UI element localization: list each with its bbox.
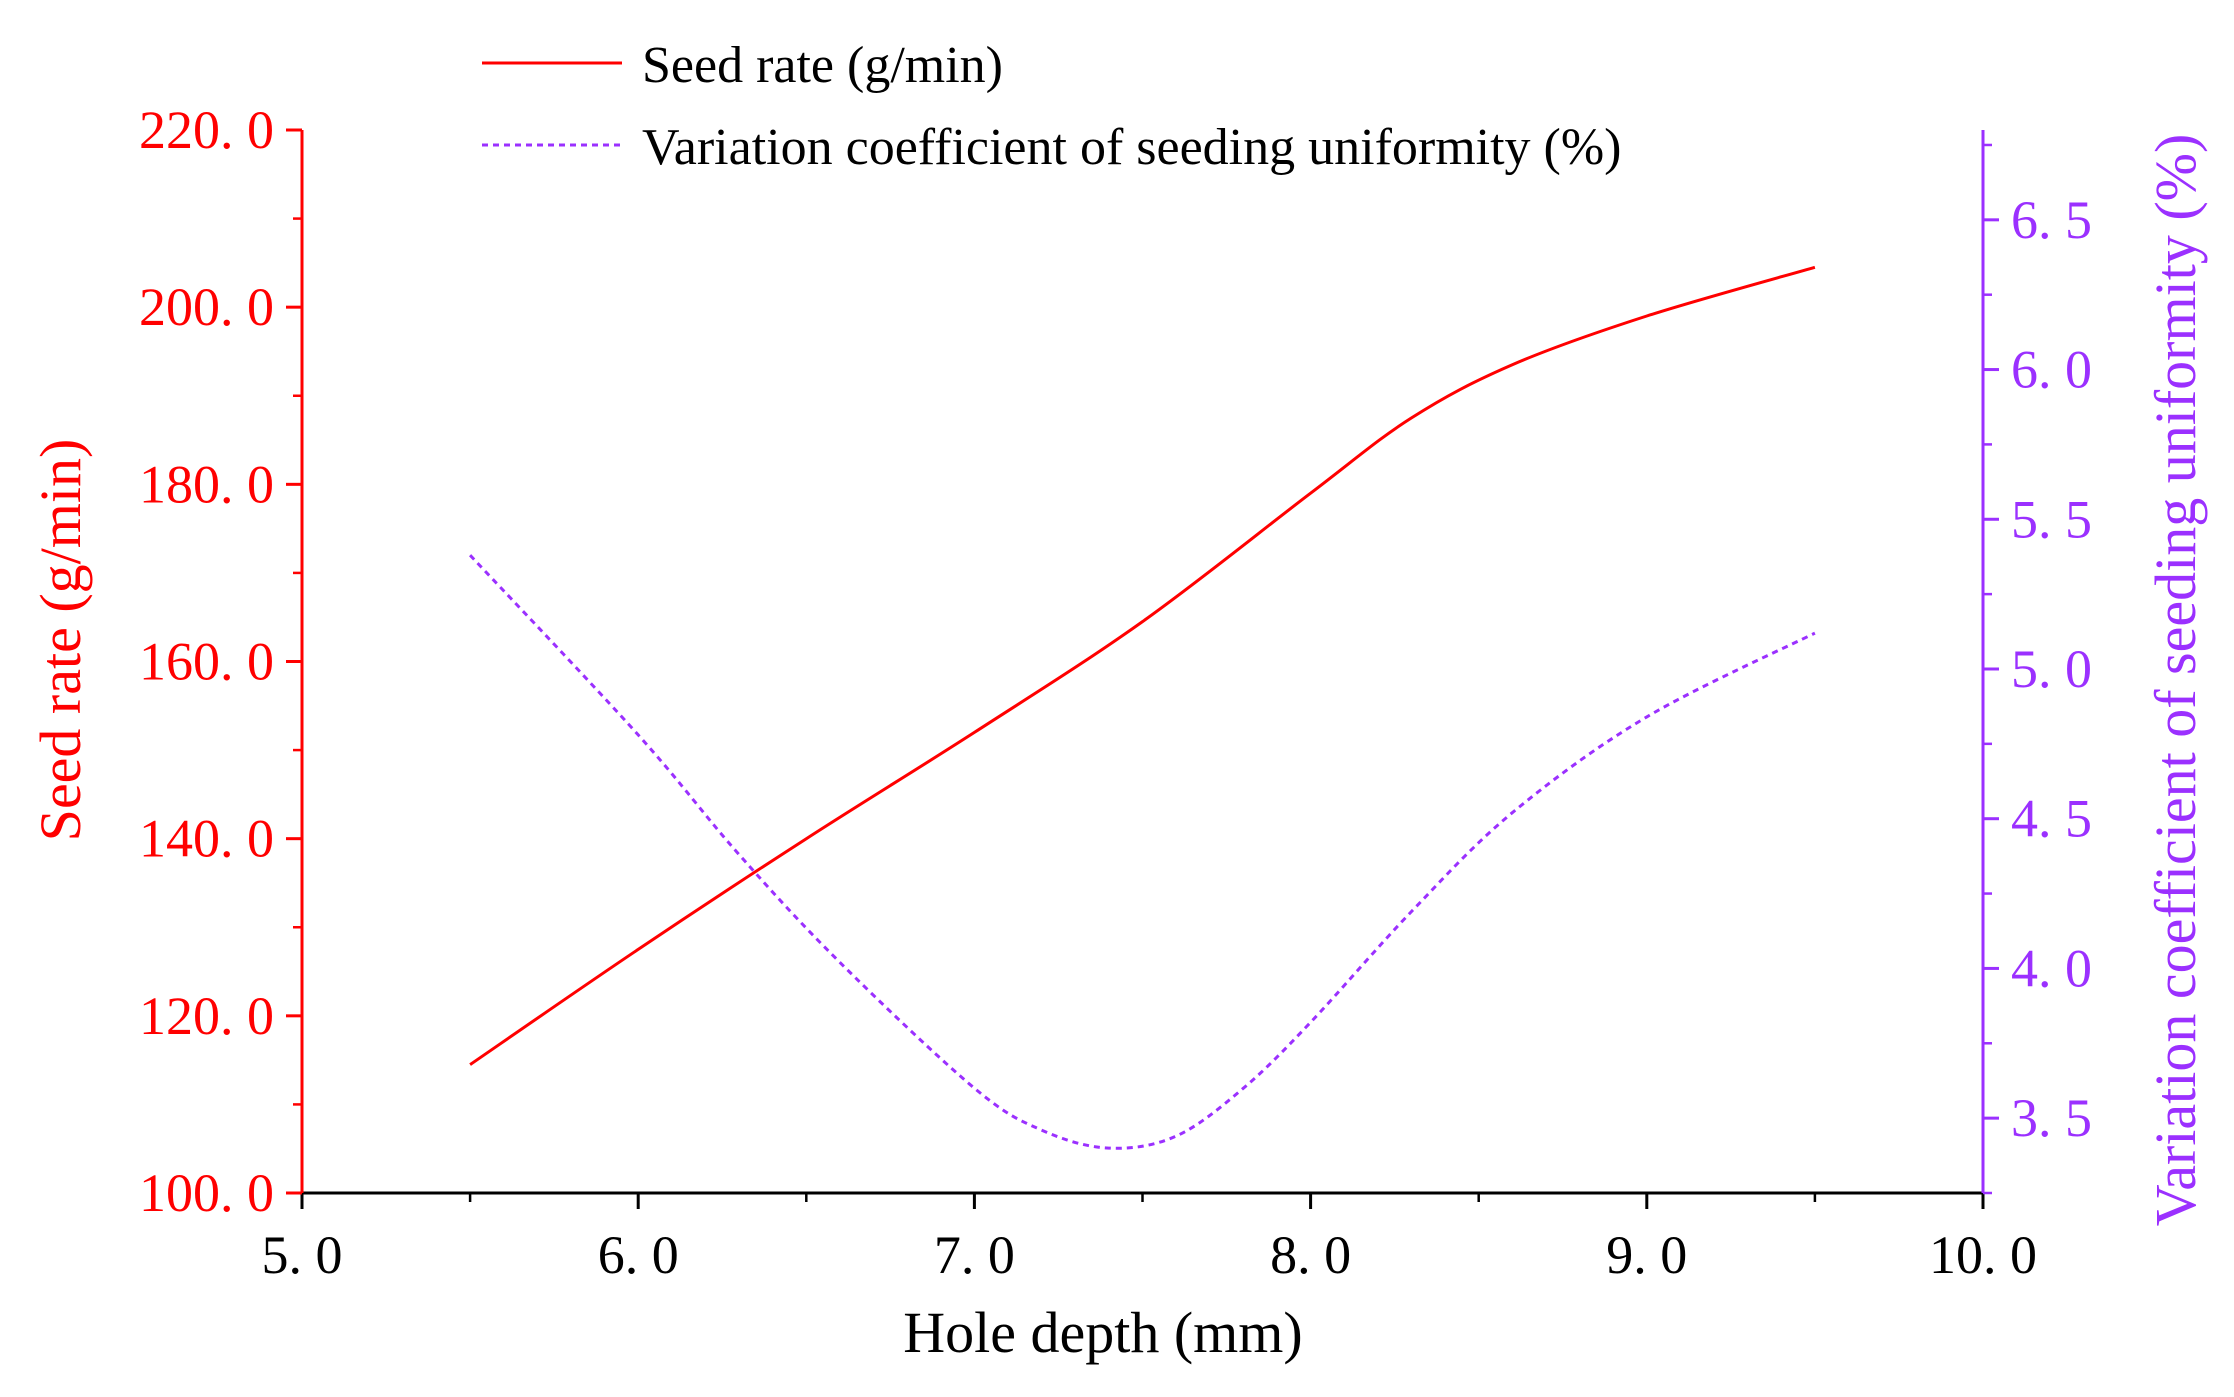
y2-tick-label: 5. 5 xyxy=(2011,489,2092,549)
tick-labels: 5. 0 6. 0 7. 0 8. 0 9. 0 10. 0 100. 0 120. 0 140… xyxy=(139,100,2092,1285)
y-tick-label: 160. 0 xyxy=(139,632,274,692)
series-line-variation-coefficient xyxy=(469,554,1816,1150)
y2-tick-label: 6. 0 xyxy=(2011,340,2092,400)
x-tick-label: 5. 0 xyxy=(262,1225,343,1285)
legend-label-variation: Variation coefficient of seeding uniform… xyxy=(642,119,1622,176)
legend-label-seed-rate: Seed rate (g/min) xyxy=(642,37,1003,94)
axes xyxy=(300,130,1985,1195)
x-tick-label: 10. 0 xyxy=(1929,1225,2037,1285)
y-tick-label: 220. 0 xyxy=(139,100,274,160)
y-tick-label: 200. 0 xyxy=(139,277,274,337)
y2-tick-label: 5. 0 xyxy=(2011,639,2092,699)
y-axis-title: Seed rate (g/min) xyxy=(28,439,93,842)
y-tick-label: 140. 0 xyxy=(139,809,274,869)
x-tick-label: 9. 0 xyxy=(1606,1225,1687,1285)
x-axis-title: Hole depth (mm) xyxy=(903,1300,1302,1365)
y2-axis-title: Variation coefficient of seeding uniform… xyxy=(2143,134,2208,1227)
x-tick-label: 7. 0 xyxy=(934,1225,1015,1285)
series-line-seed-rate xyxy=(469,265,1816,1066)
y2-tick-label: 3. 5 xyxy=(2011,1088,2092,1148)
y2-tick-label: 4. 0 xyxy=(2011,938,2092,998)
y-tick-label: 100. 0 xyxy=(139,1163,274,1223)
y2-tick-label: 6. 5 xyxy=(2011,190,2092,250)
tick-marks xyxy=(286,128,1999,1209)
x-tick-label: 8. 0 xyxy=(1270,1225,1351,1285)
x-tick-label: 6. 0 xyxy=(598,1225,679,1285)
series-layer xyxy=(469,265,1816,1150)
y-tick-label: 180. 0 xyxy=(139,454,274,514)
y-tick-label: 120. 0 xyxy=(139,986,274,1046)
y2-tick-label: 4. 5 xyxy=(2011,789,2092,849)
legend: Seed rate (g/min) Variation coefficient … xyxy=(482,37,1622,176)
